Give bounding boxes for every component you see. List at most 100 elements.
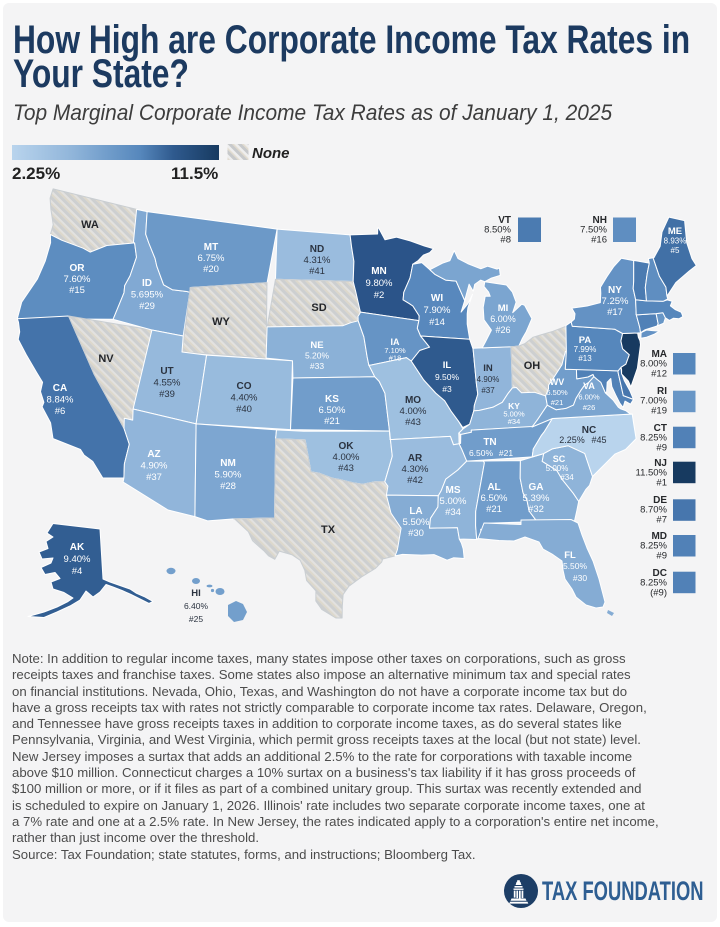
svg-text:5.00%: 5.00% [546, 464, 569, 473]
svg-text:NE: NE [310, 340, 323, 351]
svg-text:TN: TN [483, 437, 496, 448]
svg-text:#21: #21 [324, 416, 340, 427]
svg-text:#43: #43 [405, 417, 421, 428]
svg-text:#2: #2 [374, 290, 385, 301]
svg-text:OK: OK [339, 441, 355, 452]
svg-text:NV: NV [98, 353, 114, 365]
svg-text:OH: OH [524, 360, 541, 372]
svg-text:8.84%: 8.84% [47, 395, 74, 406]
svg-text:5.39%: 5.39% [523, 493, 550, 504]
svg-text:6.50%: 6.50% [319, 405, 346, 416]
svg-text:GA: GA [529, 482, 544, 493]
svg-text:VA: VA [583, 381, 595, 391]
svg-text:6.50%: 6.50% [481, 493, 508, 504]
svg-text:4.00%: 4.00% [400, 406, 427, 417]
svg-text:4.55%: 4.55% [154, 378, 181, 389]
svg-text:#37: #37 [481, 386, 495, 395]
svg-text:4.90%: 4.90% [141, 461, 168, 472]
svg-text:WI: WI [431, 293, 443, 304]
svg-text:#6: #6 [55, 406, 66, 417]
svg-text:#33: #33 [310, 361, 324, 371]
svg-text:11.50%: 11.50% [635, 468, 667, 479]
svg-text:8.25%: 8.25% [640, 541, 667, 552]
svg-text:DC: DC [653, 568, 667, 579]
svg-text:#5: #5 [671, 246, 680, 255]
svg-text:#13: #13 [578, 354, 592, 363]
svg-text:NJ: NJ [654, 458, 667, 469]
svg-text:WY: WY [212, 316, 230, 328]
svg-text:(#9): (#9) [650, 587, 667, 598]
svg-text:OR: OR [70, 263, 86, 274]
svg-text:#12: #12 [651, 368, 667, 379]
svg-text:ID: ID [142, 278, 152, 289]
svg-text:#26: #26 [583, 403, 596, 412]
svg-text:#25: #25 [189, 614, 203, 624]
svg-text:8.00%: 8.00% [640, 359, 667, 370]
svg-text:UT: UT [160, 366, 173, 377]
svg-text:#34: #34 [508, 417, 521, 426]
svg-text:AK: AK [70, 542, 85, 553]
svg-text:#37: #37 [146, 472, 162, 483]
svg-text:NH: NH [593, 215, 607, 226]
svg-text:#21: #21 [551, 398, 564, 407]
svg-text:#16: #16 [591, 234, 607, 245]
svg-text:WA: WA [81, 219, 99, 231]
svg-text:CO: CO [237, 381, 252, 392]
svg-text:LA: LA [409, 506, 422, 517]
svg-text:#29: #29 [139, 301, 155, 312]
svg-text:CT: CT [654, 423, 667, 434]
svg-text:TX: TX [321, 524, 336, 536]
svg-text:6.40%: 6.40% [184, 601, 209, 611]
svg-text:5.695%: 5.695% [131, 290, 164, 301]
svg-text:KY: KY [508, 401, 520, 411]
svg-text:NM: NM [220, 458, 236, 469]
svg-text:8.93%: 8.93% [664, 237, 687, 246]
svg-text:IL: IL [443, 360, 452, 371]
svg-text:4.90%: 4.90% [477, 375, 500, 384]
svg-text:7.90%: 7.90% [424, 305, 451, 316]
svg-text:ND: ND [310, 244, 324, 255]
svg-text:#17: #17 [607, 307, 623, 318]
svg-text:KS: KS [325, 394, 339, 405]
svg-text:SD: SD [311, 302, 326, 314]
svg-text:AZ: AZ [147, 449, 160, 460]
svg-text:5.20%: 5.20% [305, 351, 330, 361]
svg-text:#15: #15 [69, 285, 85, 296]
svg-text:AL: AL [487, 482, 500, 493]
svg-text:6.50%: 6.50% [469, 448, 494, 458]
svg-text:CA: CA [53, 383, 67, 394]
svg-text:#28: #28 [220, 481, 236, 492]
svg-text:5.50%: 5.50% [563, 561, 588, 571]
svg-text:8.70%: 8.70% [640, 505, 667, 516]
svg-text:#40: #40 [236, 404, 252, 415]
svg-text:#7: #7 [656, 514, 667, 525]
svg-text:7.60%: 7.60% [64, 274, 91, 285]
svg-text:#4: #4 [72, 566, 83, 577]
svg-text:2.25%: 2.25% [559, 435, 585, 445]
svg-text:MI: MI [498, 303, 509, 314]
svg-text:9.80%: 9.80% [366, 278, 393, 289]
svg-text:IN: IN [483, 363, 493, 374]
svg-text:#8: #8 [500, 234, 511, 245]
svg-text:7.99%: 7.99% [574, 345, 597, 354]
svg-text:4.30%: 4.30% [402, 464, 429, 475]
svg-text:#30: #30 [573, 573, 587, 583]
svg-text:6.00%: 6.00% [490, 314, 516, 324]
svg-text:6.75%: 6.75% [198, 253, 225, 264]
svg-text:4.00%: 4.00% [333, 452, 360, 463]
svg-text:SC: SC [553, 454, 566, 464]
svg-text:MO: MO [405, 395, 421, 406]
svg-text:5.00%: 5.00% [440, 496, 467, 507]
svg-text:#34: #34 [445, 507, 461, 518]
svg-text:8.50%: 8.50% [484, 225, 511, 236]
svg-text:#20: #20 [203, 264, 219, 275]
svg-text:9.40%: 9.40% [64, 554, 91, 565]
svg-text:ME: ME [668, 226, 682, 237]
svg-text:6.50%: 6.50% [546, 388, 568, 397]
svg-text:#14: #14 [429, 317, 445, 328]
svg-text:7.50%: 7.50% [580, 225, 607, 236]
svg-text:6.00%: 6.00% [578, 393, 600, 402]
svg-text:8.25%: 8.25% [640, 433, 667, 444]
svg-text:#42: #42 [407, 475, 423, 486]
svg-text:7.00%: 7.00% [640, 396, 667, 407]
